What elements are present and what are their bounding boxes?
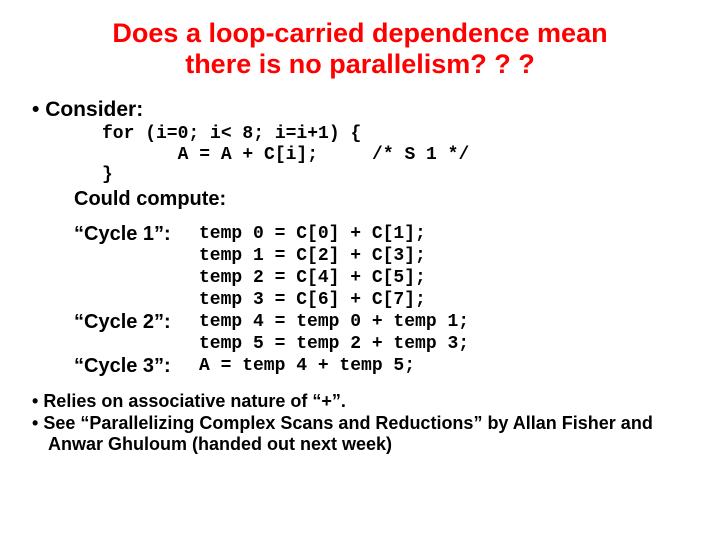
footer-bullets: Relies on associative nature of “+”. See… [32,391,688,454]
slide: Does a loop-carried dependence mean ther… [0,0,720,540]
cycle-2-code: temp 4 = temp 0 + temp 1; temp 5 = temp … [199,311,688,355]
code-block: for (i=0; i< 8; i=i+1) { A = A + C[i]; /… [102,124,688,186]
code-line-1: for (i=0; i< 8; i=i+1) { [102,124,361,144]
code-line-2: A = A + C[i]; /* S 1 */ [102,145,469,165]
footer-bullet-2: See “Parallelizing Complex Scans and Red… [32,413,688,454]
title-line-2: there is no parallelism? ? ? [185,49,535,79]
cycle-3-code: A = temp 4 + temp 5; [199,355,688,377]
slide-title: Does a loop-carried dependence mean ther… [32,18,688,80]
code-line-3: } [102,165,113,185]
cycle-2-label: “Cycle 2”: [74,311,199,355]
title-line-1: Does a loop-carried dependence mean [112,18,607,48]
cycle-1-code: temp 0 = C[0] + C[1]; temp 1 = C[2] + C[… [199,223,688,311]
footer-bullet-1: Relies on associative nature of “+”. [32,391,688,412]
could-compute-label: Could compute: [74,188,688,211]
consider-bullet: Consider: [32,98,688,122]
cycle-1-label: “Cycle 1”: [74,223,199,311]
cycles-grid: “Cycle 1”: temp 0 = C[0] + C[1]; temp 1 … [74,223,688,377]
cycle-3-label: “Cycle 3”: [74,355,199,377]
